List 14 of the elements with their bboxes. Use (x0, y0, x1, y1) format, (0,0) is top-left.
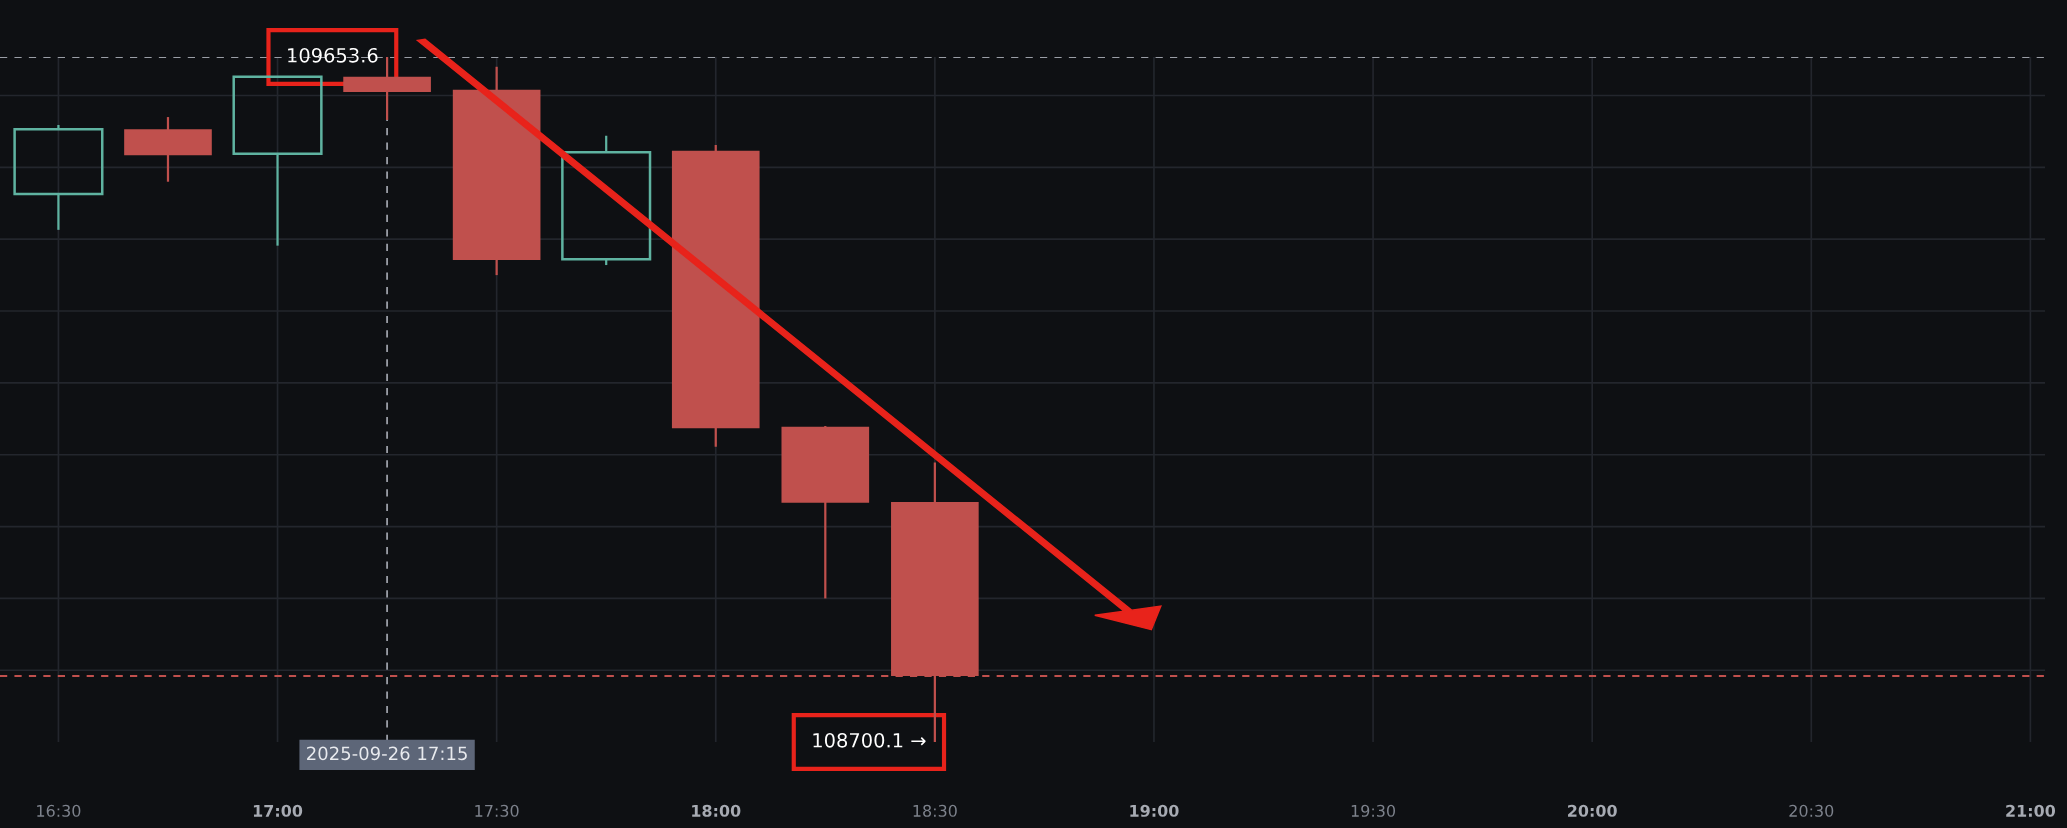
annotation: 108700.1 → (813, 732, 926, 748)
candlestick (13, 123, 104, 231)
x-tick-label: 16:30 (37, 804, 81, 817)
x-tick-label: 17:30 (475, 804, 519, 817)
ref-line-label: 2025-09-26 17:15 (307, 746, 467, 761)
x-tick-label: 18:00 (692, 804, 741, 817)
x-tick-label: 17:00 (253, 804, 303, 817)
x-tick-label: 19:30 (1351, 804, 1396, 817)
x-tick-label: 19:00 (1130, 804, 1179, 817)
x-tick-label: 21:00 (2006, 804, 2056, 817)
x-tick-label: 18:30 (913, 804, 957, 817)
x-tick-label: 20:00 (1568, 804, 1617, 817)
x-tick-label: 20:30 (1789, 804, 1834, 817)
annotation: 109653.6 (288, 47, 378, 63)
